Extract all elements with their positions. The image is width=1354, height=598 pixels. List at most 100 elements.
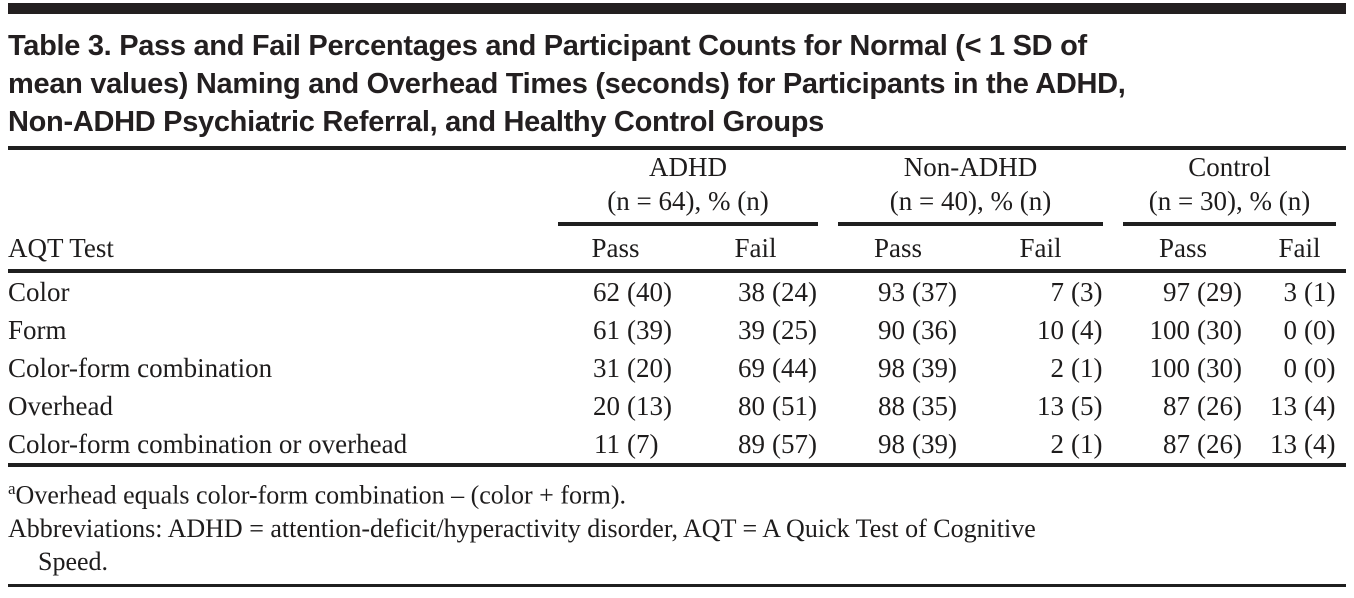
count-value: (4) bbox=[1304, 390, 1336, 421]
percent-value: 0 bbox=[1283, 352, 1298, 383]
table-cell: 80 (51) bbox=[683, 387, 828, 425]
percent-value: 20 bbox=[593, 390, 620, 421]
percent-value: 7 bbox=[1050, 276, 1065, 307]
table-cell: 0 (0) bbox=[1253, 311, 1346, 349]
table-cell: 88 (35) bbox=[828, 387, 968, 425]
count-value: (39) bbox=[912, 428, 957, 459]
percent-value: 13 bbox=[1270, 428, 1297, 459]
table-row-overhead: Overhead 20 (13) 80 (51) 88 (35) 13 (5) 87 (2… bbox=[8, 387, 1346, 425]
row-label: Color bbox=[8, 276, 70, 307]
count-value: (40) bbox=[627, 276, 672, 307]
column-header-control-pass: Pass bbox=[1113, 226, 1253, 273]
group-name-non-adhd: Non-ADHD bbox=[903, 152, 1038, 182]
table-cell: 89 (57) bbox=[683, 425, 828, 467]
count-value: (30) bbox=[1197, 352, 1242, 383]
footnote-text: Overhead equals color-form combination –… bbox=[15, 480, 627, 510]
row-label: Overhead bbox=[8, 390, 113, 421]
percent-value: 87 bbox=[1163, 390, 1190, 421]
table-footnotes: aOverhead equals color-form combination … bbox=[8, 472, 1346, 578]
percent-value: 69 bbox=[738, 352, 765, 383]
percent-value: 62 bbox=[593, 276, 620, 307]
column-header-non-adhd-fail: Fail bbox=[968, 226, 1113, 273]
footnote-marker: a bbox=[8, 479, 16, 498]
percent-value: 13 bbox=[1270, 390, 1297, 421]
percent-value: 80 bbox=[738, 390, 765, 421]
count-value: (44) bbox=[772, 352, 817, 383]
group-header-row: ADHD (n = 64), % (n) Non-ADHD (n = 40), … bbox=[8, 150, 1346, 226]
count-value: (7) bbox=[627, 428, 659, 459]
row-label: Color-form combination or overhead bbox=[8, 425, 548, 467]
group-sub-non-adhd: (n = 40), % (n) bbox=[889, 186, 1052, 216]
table-cell: 13 (4) bbox=[1253, 425, 1346, 467]
count-value: (0) bbox=[1304, 352, 1336, 383]
table-cell: 2 (1) bbox=[968, 349, 1113, 387]
table-cell: 90 (36) bbox=[828, 311, 968, 349]
count-value: (24) bbox=[772, 276, 817, 307]
count-value: (0) bbox=[1304, 314, 1336, 345]
table-row-form: Form 61 (39) 39 (25) 90 (36) 10 (4) 100 (30) … bbox=[8, 311, 1346, 349]
count-value: (37) bbox=[912, 276, 957, 307]
group-sub-adhd: (n = 64), % (n) bbox=[607, 186, 769, 216]
table-cell: 7 (3) bbox=[968, 271, 1113, 311]
count-value: (29) bbox=[1197, 276, 1242, 307]
percent-value: 2 bbox=[1050, 428, 1065, 459]
title-underline-rule bbox=[8, 146, 1346, 150]
count-value: (5) bbox=[1071, 390, 1103, 421]
table-cell: 39 (25) bbox=[683, 311, 828, 349]
group-name-control: Control bbox=[1188, 152, 1271, 182]
count-value: (30) bbox=[1197, 314, 1242, 345]
table-cell: 2 (1) bbox=[968, 425, 1113, 467]
count-value: (26) bbox=[1197, 428, 1242, 459]
count-value: (3) bbox=[1071, 276, 1103, 307]
table-row-color: Color 62 (40) 38 (24) 93 (37) 7 (3) 97 (29) 3… bbox=[8, 271, 1346, 311]
column-header-aqt-test: AQT Test bbox=[8, 226, 548, 273]
table-cell: 93 (37) bbox=[828, 271, 968, 311]
percent-value: 98 bbox=[878, 352, 905, 383]
table-cell: 69 (44) bbox=[683, 349, 828, 387]
percent-value: 10 bbox=[1037, 314, 1064, 345]
percent-value: 100 bbox=[1149, 352, 1191, 383]
table-cell: 31 (20) bbox=[548, 349, 683, 387]
percent-value: 61 bbox=[593, 314, 620, 345]
table-cell: 87 (26) bbox=[1113, 387, 1253, 425]
percent-value: 31 bbox=[593, 352, 620, 383]
table-cell: 0 (0) bbox=[1253, 349, 1346, 387]
percent-value: 13 bbox=[1037, 390, 1064, 421]
group-box-control: Control (n = 30), % (n) bbox=[1123, 150, 1336, 226]
row-label: Color-form combination bbox=[8, 352, 273, 383]
table-cell: 11 (7) bbox=[548, 425, 683, 467]
row-label: Form bbox=[8, 314, 67, 345]
table-row-color-form-combination-or-overhead: Color-form combination or overhead 11 (7)… bbox=[8, 425, 1346, 467]
count-value: (1) bbox=[1304, 276, 1336, 307]
count-value: (25) bbox=[772, 314, 817, 345]
table-cell: 10 (4) bbox=[968, 311, 1113, 349]
group-header-spacer bbox=[8, 150, 548, 226]
column-header-adhd-pass: Pass bbox=[548, 226, 683, 273]
percent-value: 93 bbox=[878, 276, 905, 307]
table-title-line-3: Non-ADHD Psychiatric Referral, and Healt… bbox=[8, 106, 824, 138]
count-value: (26) bbox=[1197, 390, 1242, 421]
table-cell: 98 (39) bbox=[828, 425, 968, 467]
count-value: (51) bbox=[772, 390, 817, 421]
count-value: (20) bbox=[627, 352, 672, 383]
count-value: (36) bbox=[912, 314, 957, 345]
count-value: (13) bbox=[627, 390, 672, 421]
footnote-abbreviations-line-1: Abbreviations: ADHD = attention-deficit/… bbox=[8, 513, 1036, 543]
count-value: (4) bbox=[1304, 428, 1336, 459]
column-header-row: AQT Test Pass Fail Pass Fail Pass Fail bbox=[8, 226, 1346, 273]
bottom-divider-rule bbox=[8, 583, 1346, 587]
group-name-adhd: ADHD bbox=[649, 152, 727, 182]
percent-value: 100 bbox=[1149, 314, 1191, 345]
table-title-line-2: mean values) Naming and Overhead Times (… bbox=[8, 68, 1126, 100]
count-value: (35) bbox=[912, 390, 957, 421]
count-value: (1) bbox=[1071, 352, 1103, 383]
group-header-non-adhd: Non-ADHD (n = 40), % (n) bbox=[828, 150, 1113, 226]
table-cell: 61 (39) bbox=[548, 311, 683, 349]
group-header-adhd: ADHD (n = 64), % (n) bbox=[548, 150, 828, 226]
table-title: Table 3. Pass and Fail Percentages and P… bbox=[8, 27, 1346, 141]
percent-value: 38 bbox=[738, 276, 765, 307]
footnote-abbreviations: Abbreviations: ADHD = attention-deficit/… bbox=[8, 512, 1346, 578]
count-value: (39) bbox=[912, 352, 957, 383]
footnote-abbreviations-line-2: Speed. bbox=[38, 546, 109, 576]
table-cell: 20 (13) bbox=[548, 387, 683, 425]
